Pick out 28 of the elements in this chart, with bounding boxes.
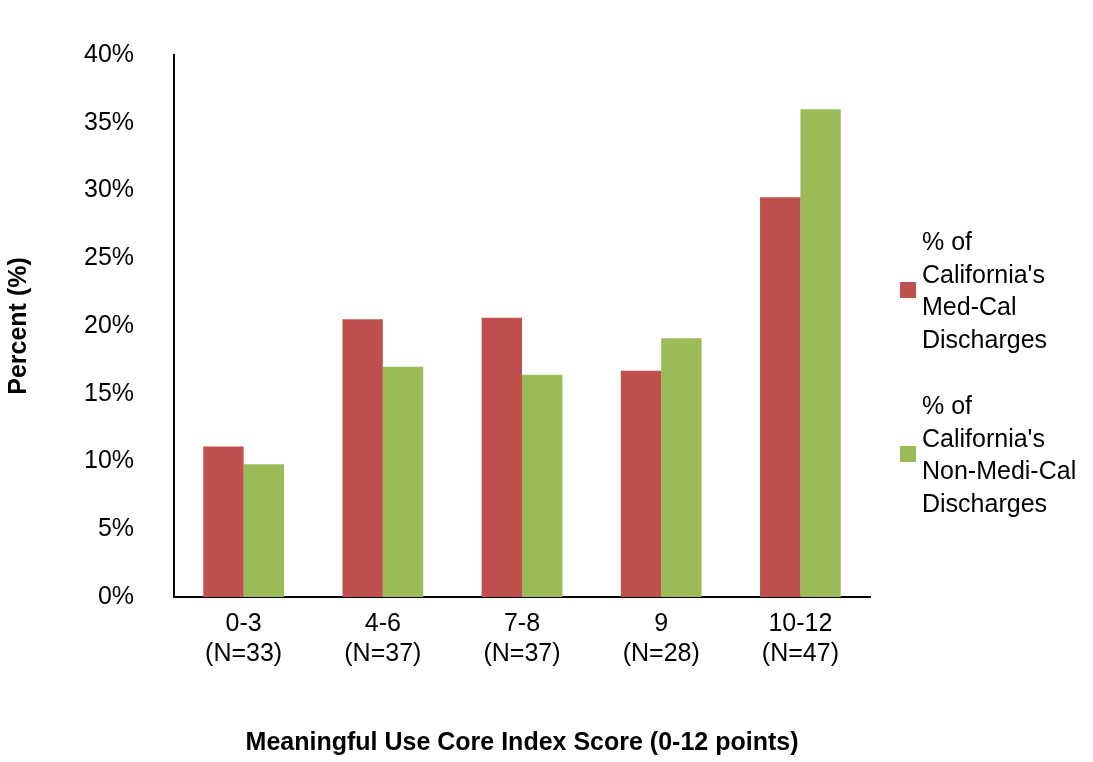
y-tick-label: 20% <box>83 309 135 338</box>
x-tick-label: 0-3 (N=33) <box>205 607 283 666</box>
y-tick-label: 0% <box>97 580 135 609</box>
x-axis-title: Meaningful Use Core Index Score (0-12 points) <box>245 726 799 755</box>
bar <box>800 109 841 597</box>
bar <box>481 317 523 597</box>
bar <box>522 374 563 597</box>
y-axis-title: Percent (%) <box>2 257 31 395</box>
bar <box>620 370 662 597</box>
y-tick-label: 35% <box>83 106 135 135</box>
y-tick-label: 10% <box>83 445 135 474</box>
bar <box>760 197 801 597</box>
bar <box>243 464 284 597</box>
x-tick-label: 9 (N=28) <box>622 607 700 666</box>
legend-label: % of California's Non-Medi-Cal Discharges <box>922 390 1078 519</box>
bar <box>203 446 244 597</box>
x-tick-label: 7-8 (N=37) <box>483 607 561 666</box>
x-tick-label: 10-12 (N=47) <box>761 607 839 666</box>
bar <box>382 366 424 597</box>
y-tick-label: 15% <box>83 377 135 406</box>
x-tick-label: 4-6 (N=37) <box>344 607 422 666</box>
bar <box>342 319 383 597</box>
legend-label: % of California's Med-Cal Discharges <box>922 226 1049 355</box>
y-tick-label: 5% <box>97 513 135 542</box>
bar <box>661 338 702 597</box>
y-tick-label: 30% <box>83 174 135 203</box>
y-tick-label: 40% <box>83 38 135 67</box>
y-tick-label: 25% <box>83 242 135 271</box>
